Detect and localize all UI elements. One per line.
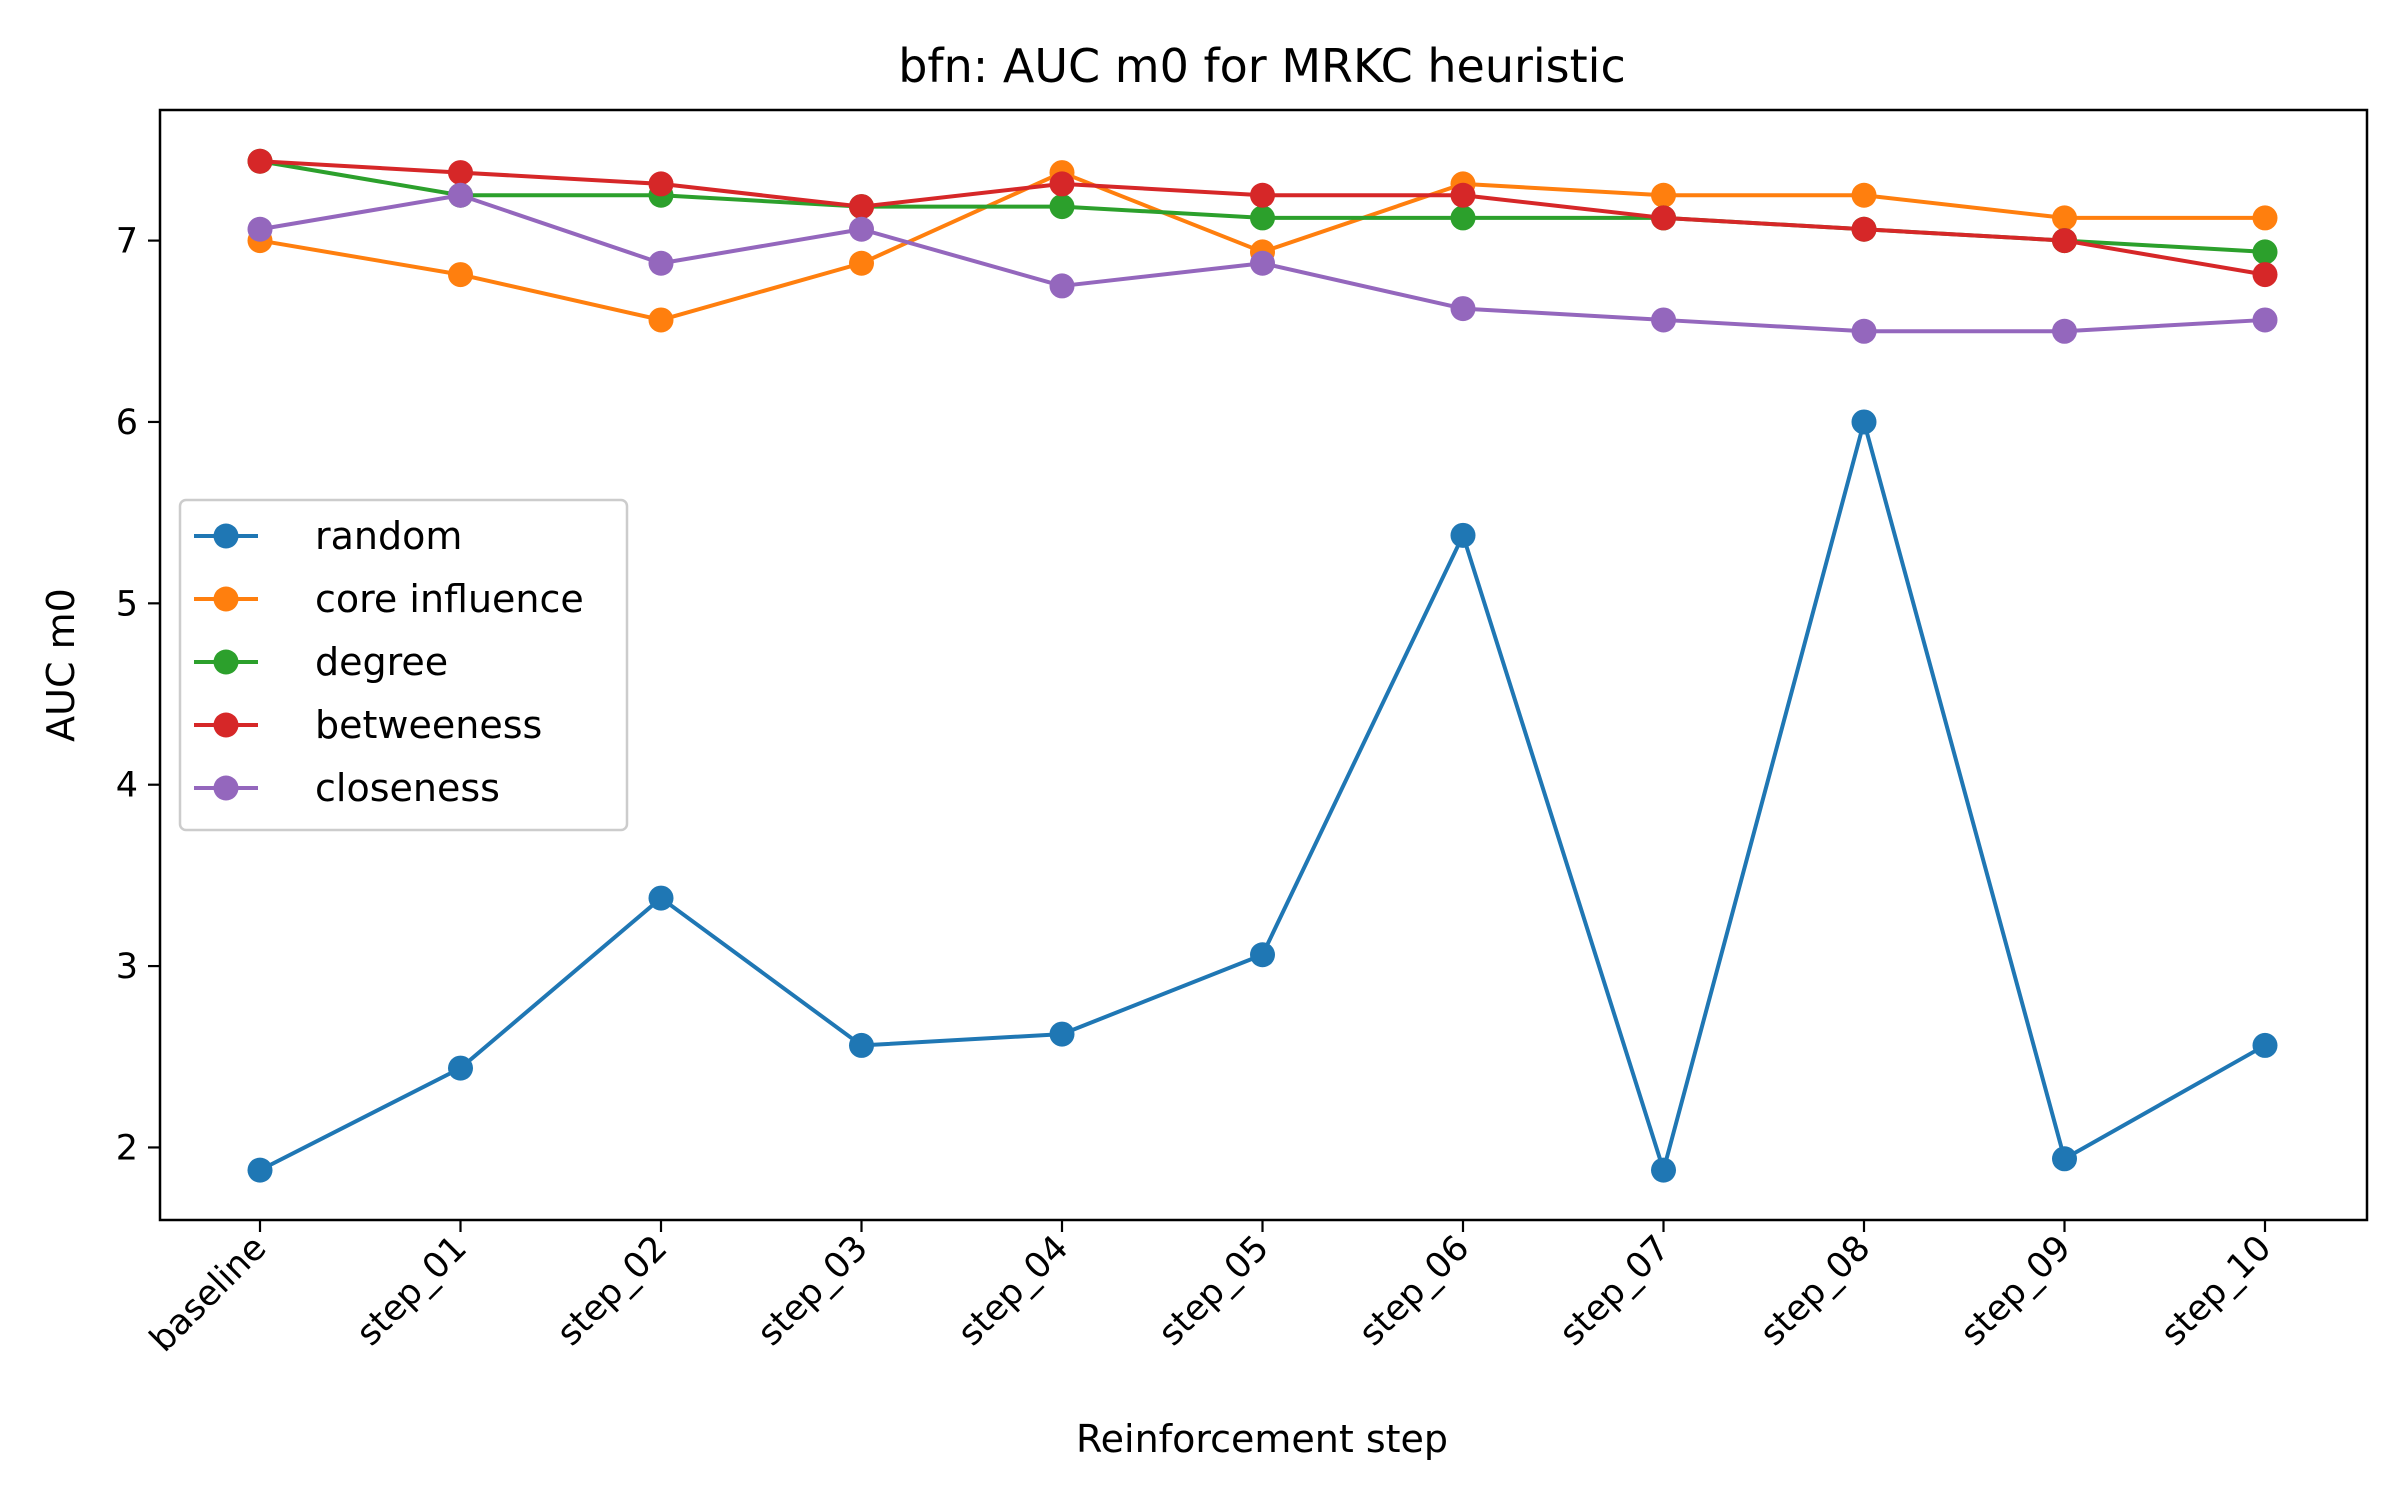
data-point-random <box>1450 522 1476 548</box>
data-point-closeness <box>648 250 674 276</box>
data-point-core-influence <box>1851 182 1877 208</box>
x-tick-label: step_03 <box>750 1228 876 1354</box>
data-point-core-influence <box>1651 182 1676 208</box>
data-point-core-influence <box>448 262 473 288</box>
data-point-closeness <box>1250 250 1275 276</box>
data-point-betweeness <box>648 171 674 197</box>
data-point-betweeness <box>1851 216 1877 242</box>
data-point-random <box>2252 1032 2278 1058</box>
x-tick-label: step_06 <box>1352 1228 1478 1354</box>
data-point-degree <box>1049 194 1075 220</box>
x-tick-label: step_02 <box>550 1228 676 1354</box>
data-point-betweeness <box>247 148 273 174</box>
legend-marker <box>213 649 239 675</box>
data-point-random <box>247 1157 273 1183</box>
x-tick-label: step_09 <box>1953 1228 2079 1354</box>
data-point-closeness <box>849 216 874 242</box>
x-tick-label: step_05 <box>1151 1228 1277 1354</box>
legend-label: closeness <box>315 766 500 810</box>
data-point-random <box>1851 409 1877 435</box>
legend-label: betweeness <box>315 703 542 747</box>
y-tick-label: 4 <box>116 766 138 806</box>
data-point-betweeness <box>2052 228 2077 254</box>
data-point-core-influence <box>2052 205 2077 231</box>
data-point-degree <box>1450 205 1476 231</box>
data-point-random <box>648 885 674 911</box>
data-point-random <box>1049 1021 1075 1047</box>
data-point-closeness <box>2252 307 2278 333</box>
legend-marker <box>213 586 239 612</box>
series-random <box>247 409 2278 1183</box>
data-point-closeness <box>2052 318 2077 344</box>
data-point-betweeness <box>1049 171 1075 197</box>
x-tick-label: step_04 <box>951 1228 1077 1354</box>
data-point-random <box>1651 1157 1676 1183</box>
data-point-degree <box>2252 239 2278 265</box>
legend-marker <box>213 712 239 738</box>
x-tick-label: baseline <box>142 1228 274 1360</box>
y-axis-label: AUC m0 <box>39 588 83 742</box>
data-point-random <box>448 1055 473 1081</box>
x-tick-label: step_08 <box>1753 1228 1879 1354</box>
legend-label: core influence <box>315 577 584 621</box>
data-point-random <box>2052 1146 2077 1172</box>
chart-title: bfn: AUC m0 for MRKC heuristic <box>898 39 1626 93</box>
y-tick-label: 7 <box>116 222 138 262</box>
data-point-core-influence <box>648 307 674 333</box>
data-point-core-influence <box>2252 205 2278 231</box>
y-tick-label: 2 <box>116 1128 138 1168</box>
data-point-degree <box>1250 205 1275 231</box>
x-tick-label: step_01 <box>349 1228 475 1354</box>
data-point-random <box>1250 942 1275 968</box>
legend-label: degree <box>315 640 448 684</box>
legend-marker <box>213 775 239 801</box>
data-point-closeness <box>1851 318 1877 344</box>
x-tick-label: step_10 <box>2154 1228 2280 1354</box>
y-tick-label: 5 <box>116 584 138 624</box>
data-point-betweeness <box>2252 262 2278 288</box>
data-point-closeness <box>247 216 273 242</box>
series-betweeness <box>247 148 2278 288</box>
data-point-closeness <box>1651 307 1676 333</box>
series-closeness <box>247 182 2278 344</box>
data-point-closeness <box>1049 273 1075 299</box>
data-point-betweeness <box>1250 182 1275 208</box>
x-tick-label: step_07 <box>1552 1228 1678 1354</box>
legend-marker <box>213 523 239 549</box>
data-point-betweeness <box>1651 205 1676 231</box>
data-point-betweeness <box>448 160 473 186</box>
data-point-core-influence <box>849 250 874 276</box>
data-point-random <box>849 1032 874 1058</box>
x-axis-label: Reinforcement step <box>1076 1417 1448 1461</box>
legend-label: random <box>315 514 462 558</box>
plot-frame <box>158 108 2369 1222</box>
data-point-closeness <box>448 182 473 208</box>
data-point-betweeness <box>1450 182 1476 208</box>
legend: random core influence degree betweeness clos… <box>178 498 629 832</box>
y-tick-label: 3 <box>116 947 138 987</box>
y-tick-label: 6 <box>116 403 138 443</box>
data-point-betweeness <box>849 194 874 220</box>
data-point-closeness <box>1450 296 1476 322</box>
legend-box <box>178 498 629 832</box>
